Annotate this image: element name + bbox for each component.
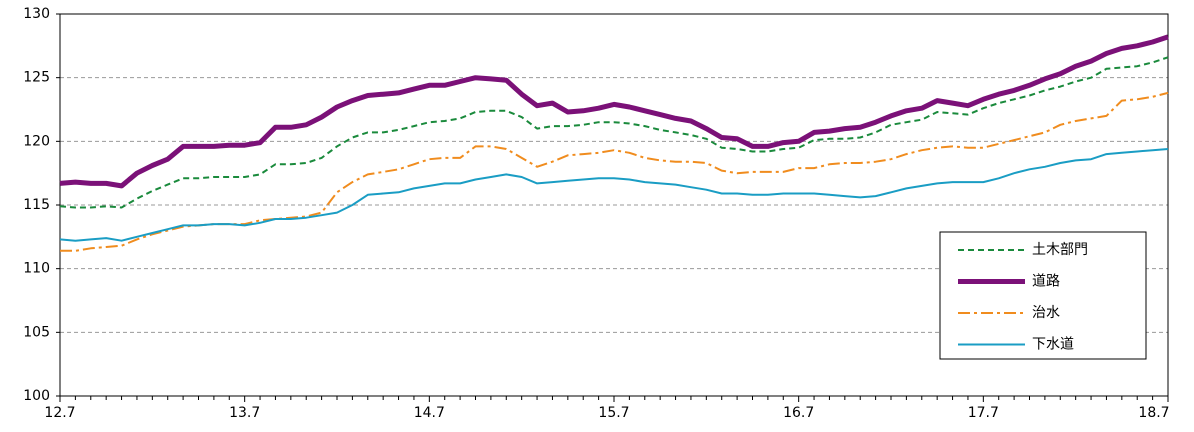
x-tick-label: 12.7 xyxy=(44,405,75,421)
y-tick-label: 130 xyxy=(23,6,50,22)
x-tick-label: 14.7 xyxy=(414,405,445,421)
y-tick-label: 110 xyxy=(23,261,50,277)
y-tick-label: 105 xyxy=(23,324,50,340)
series-line xyxy=(59,34,1169,189)
legend-label: 土木部門 xyxy=(1032,242,1088,258)
legend-label: 道路 xyxy=(1032,274,1060,290)
legend-label: 下水道 xyxy=(1032,337,1074,353)
y-tick-label: 115 xyxy=(23,197,50,213)
x-tick-label: 16.7 xyxy=(783,405,814,421)
y-tick-label: 125 xyxy=(23,70,50,86)
y-tick-label: 100 xyxy=(23,388,50,404)
series-line xyxy=(59,148,1169,242)
y-tick-label: 120 xyxy=(23,133,50,149)
x-tick-label: 18.7 xyxy=(1138,405,1169,421)
x-tick-label: 17.7 xyxy=(968,405,999,421)
x-tick-label: 13.7 xyxy=(229,405,260,421)
legend-box xyxy=(939,231,1147,360)
series-line xyxy=(59,56,1169,209)
series-line xyxy=(60,91,1169,252)
x-tick-label: 15.7 xyxy=(598,405,629,421)
legend-label: 治水 xyxy=(1032,305,1060,321)
